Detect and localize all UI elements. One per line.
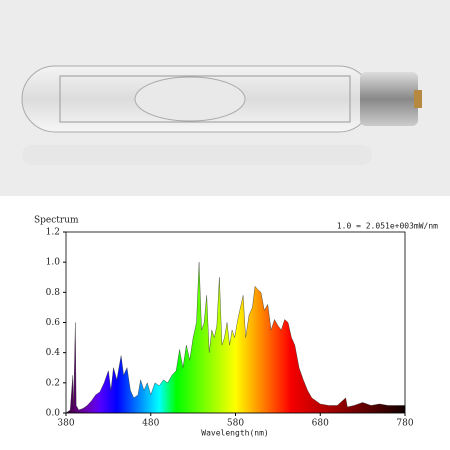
x-tick-label: 580 (227, 419, 244, 429)
x-tick-label: 480 (142, 419, 159, 429)
y-tick-label: 0.0 (46, 409, 61, 419)
y-tick-label: 0.6 (46, 318, 61, 328)
y-tick-label: 0.8 (46, 288, 61, 298)
y-tick-label: 0.2 (46, 378, 60, 388)
y-tick-label: 0.4 (46, 348, 61, 358)
x-tick-label: 380 (57, 419, 74, 429)
plot: 0.0 0.2 0.4 0.6 0.8 1.0 1.2 380 480 580 680 780 (46, 228, 414, 429)
chart-title: Spectrum (34, 216, 79, 226)
y-tick-label: 1.0 (46, 258, 61, 268)
product-photo (0, 0, 450, 196)
x-axis-label: Wavelength(nm) (201, 429, 268, 438)
annotation: 1.0 = 2.051e+003mW/nm (337, 222, 438, 231)
x-tick-label: 780 (396, 419, 413, 429)
x-tick-label: 680 (312, 419, 329, 429)
y-tick-label: 1.2 (46, 228, 60, 238)
spectrum-area (65, 262, 406, 414)
